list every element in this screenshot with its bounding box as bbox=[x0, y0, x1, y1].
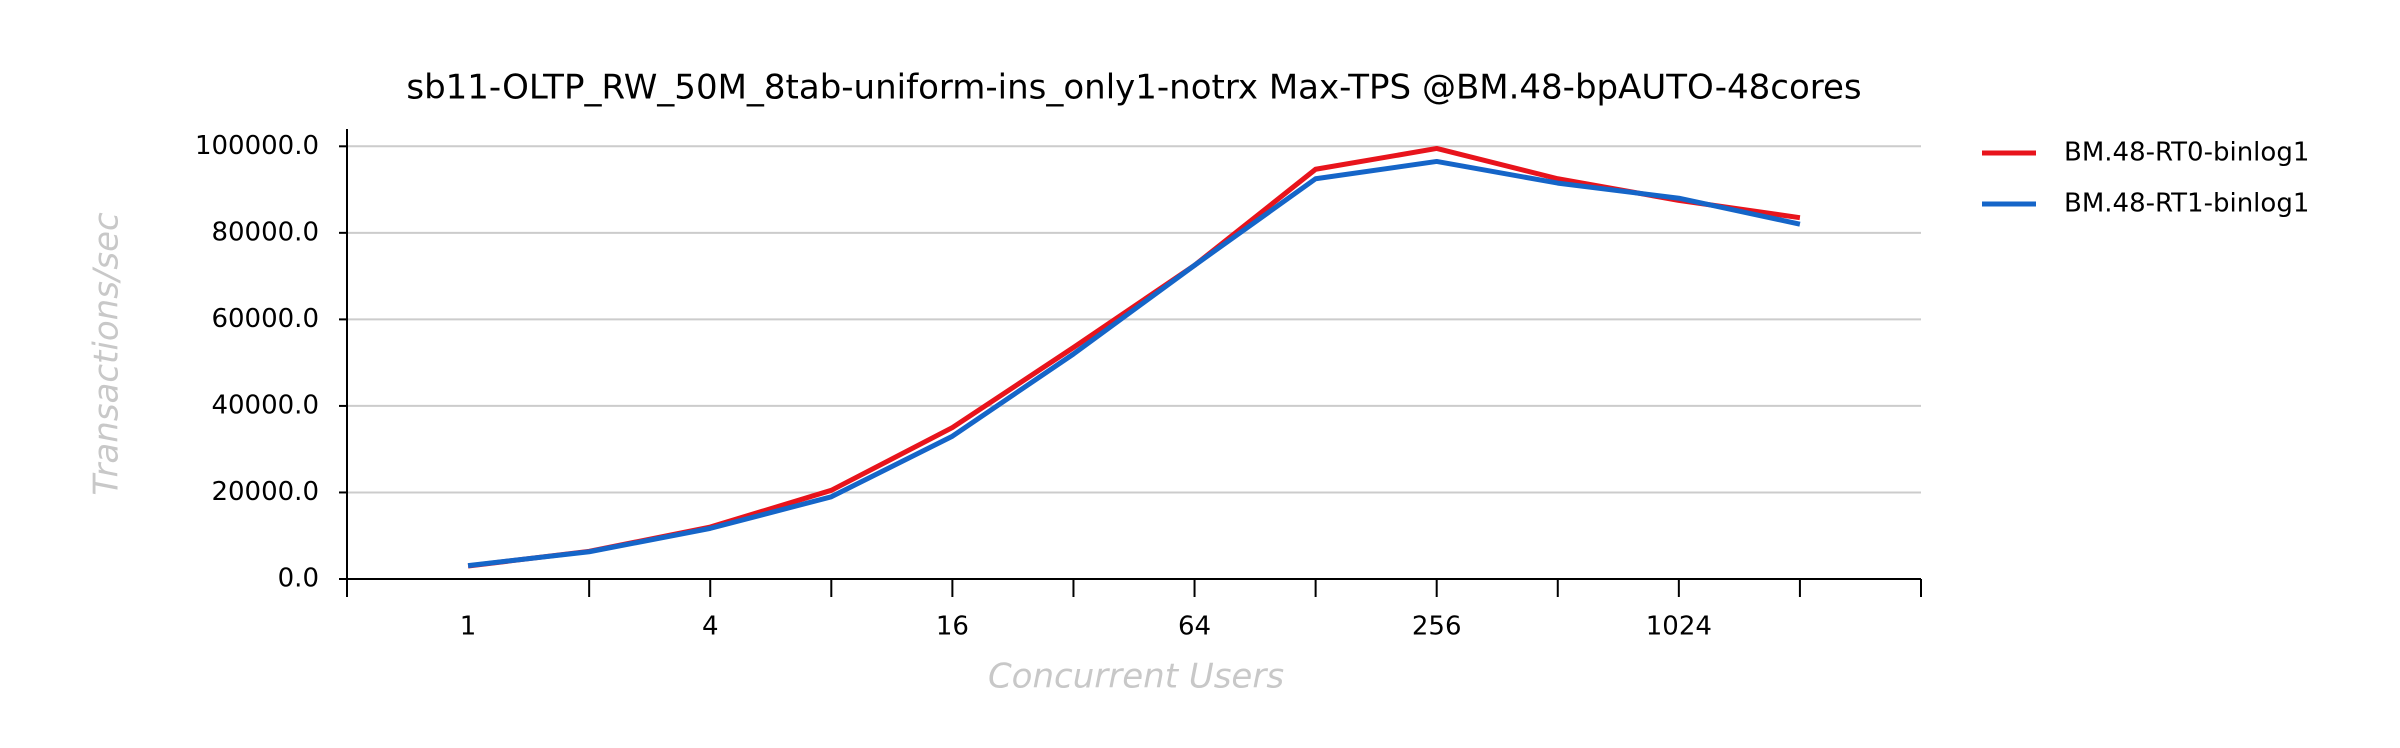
x-tick-label: 64 bbox=[1178, 612, 1211, 642]
y-tick-label: 60000.0 bbox=[211, 304, 319, 334]
y-tick-label: 0.0 bbox=[278, 564, 319, 594]
x-tick-label: 1024 bbox=[1646, 612, 1712, 642]
legend-label: BM.48-RT0-binlog1 bbox=[2064, 138, 2309, 168]
series-line bbox=[467, 158, 1801, 569]
y-axis-label: Transactions/sec bbox=[87, 212, 127, 496]
x-tick-label: 1 bbox=[460, 612, 477, 642]
y-tick-label: 100000.0 bbox=[195, 131, 319, 161]
x-axis-label: Concurrent Users bbox=[988, 657, 1284, 697]
x-tick-label: 4 bbox=[702, 612, 719, 642]
y-tick-label: 80000.0 bbox=[211, 217, 319, 247]
x-tick-label: 16 bbox=[936, 612, 969, 642]
y-tick-label: 20000.0 bbox=[211, 477, 319, 507]
x-tick-label: 256 bbox=[1412, 612, 1462, 642]
legend-label: BM.48-RT1-binlog1 bbox=[2064, 189, 2309, 219]
chart-title: sb11-OLTP_RW_50M_8tab-uniform-ins_only1-… bbox=[406, 68, 1861, 108]
series-line bbox=[467, 145, 1801, 569]
y-tick-label: 40000.0 bbox=[211, 390, 319, 420]
